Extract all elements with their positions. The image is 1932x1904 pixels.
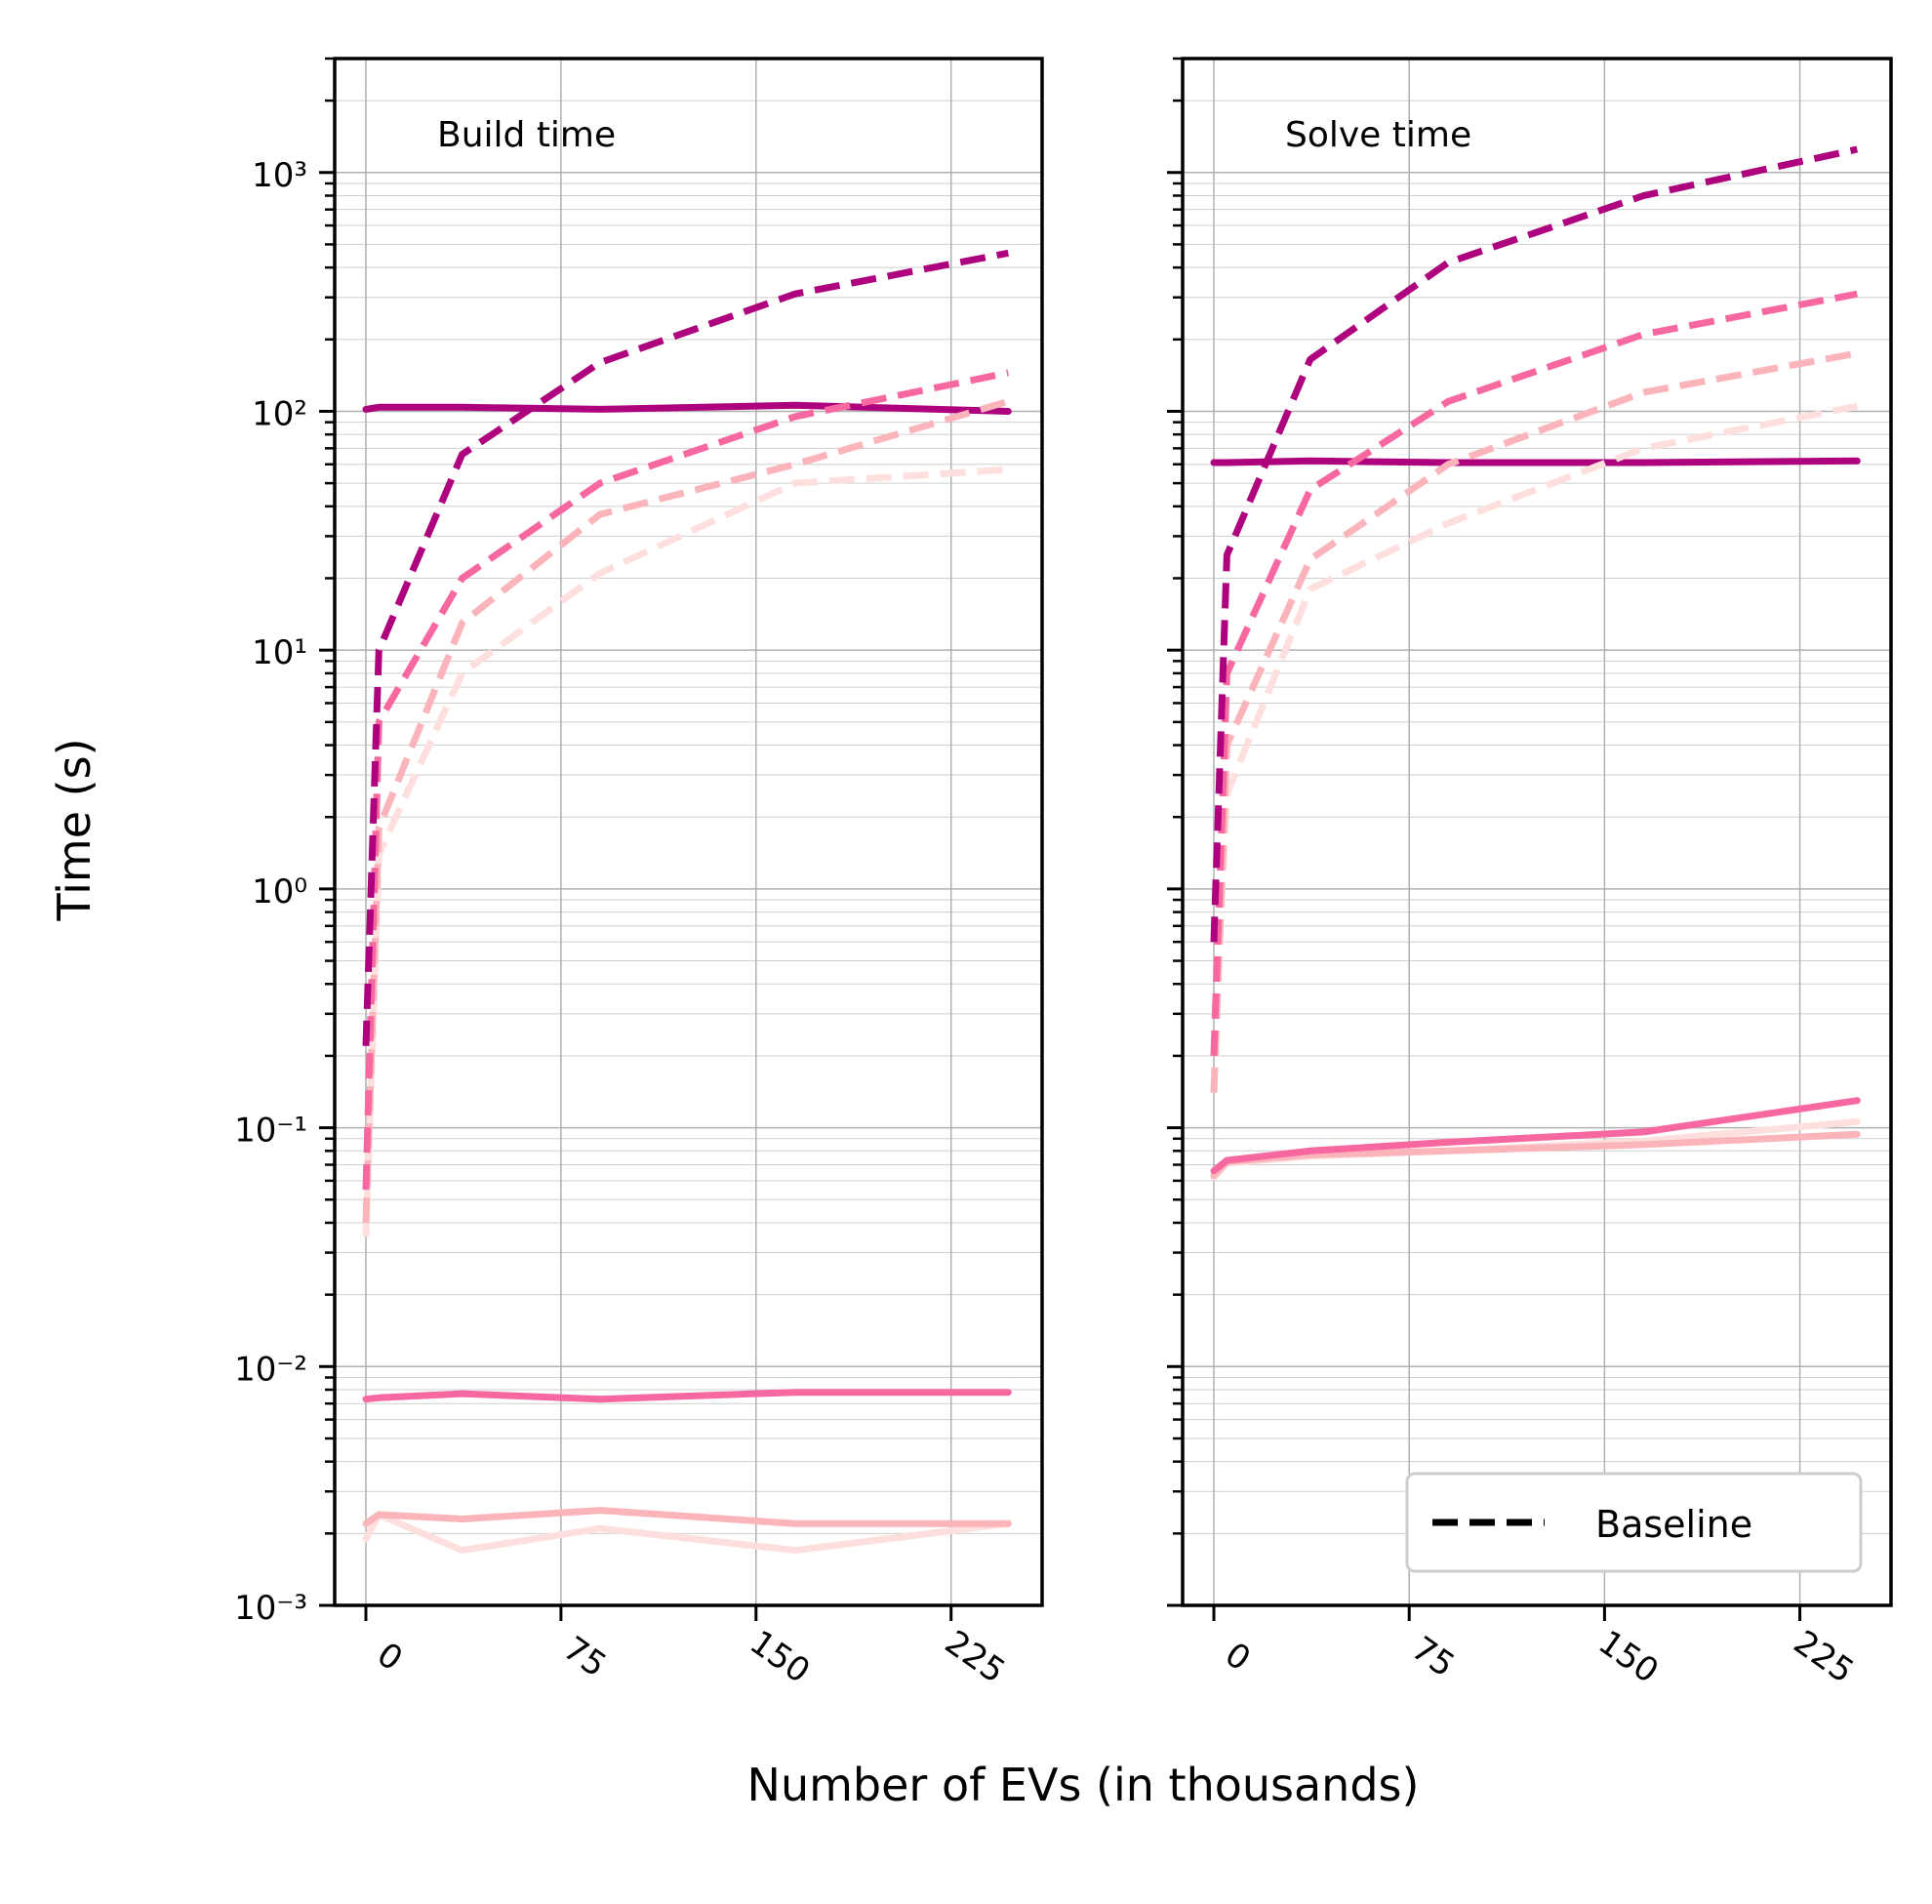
legend: Baseline bbox=[1405, 1472, 1863, 1573]
y-tick-label: 10⁻¹ bbox=[234, 1112, 307, 1151]
series-lines bbox=[1210, 145, 1861, 1181]
series-line-dashed-2 bbox=[1210, 349, 1858, 1093]
y-ticks: 10⁻³ 10⁻² 10⁻¹ 10⁰ 10¹ 10² 10³ bbox=[234, 57, 335, 1628]
x-axis-label: Number of EVs (in thousands) bbox=[747, 1759, 1420, 1811]
y-ticks bbox=[1167, 57, 1183, 1607]
panel-title: Build time bbox=[437, 115, 616, 155]
series-line-solid-4 bbox=[1210, 457, 1861, 466]
y-tick-label: 10² bbox=[252, 394, 307, 433]
plot-frame bbox=[333, 57, 1044, 1607]
series-line-dashed-3 bbox=[1210, 290, 1858, 1057]
y-tick-label: 10⁻³ bbox=[234, 1589, 307, 1628]
y-tick-label: 10³ bbox=[252, 156, 307, 195]
y-tick-label: 10¹ bbox=[252, 633, 307, 672]
plot-frame bbox=[1181, 57, 1893, 1607]
series-line-dashed-1 bbox=[1210, 402, 1858, 1057]
panel-title: Solve time bbox=[1285, 115, 1471, 155]
series-line-solid-2 bbox=[362, 1507, 1012, 1527]
y-tick-label: 10⁻² bbox=[234, 1350, 307, 1389]
y-tick-label: 10⁰ bbox=[252, 872, 307, 911]
y-axis-label: Time (s) bbox=[48, 738, 101, 921]
grid bbox=[335, 58, 1042, 1606]
series-line-solid-4 bbox=[362, 401, 1012, 415]
legend-box bbox=[1405, 1472, 1863, 1573]
series-line-dashed-4 bbox=[1210, 145, 1859, 943]
legend-baseline-label: Baseline bbox=[1595, 1503, 1752, 1546]
series-line-solid-3 bbox=[362, 1389, 1012, 1403]
grid bbox=[1183, 58, 1891, 1606]
series-line-dashed-4 bbox=[362, 249, 1009, 1046]
series-lines bbox=[362, 249, 1012, 1555]
series-line-solid-3 bbox=[1210, 1097, 1861, 1175]
